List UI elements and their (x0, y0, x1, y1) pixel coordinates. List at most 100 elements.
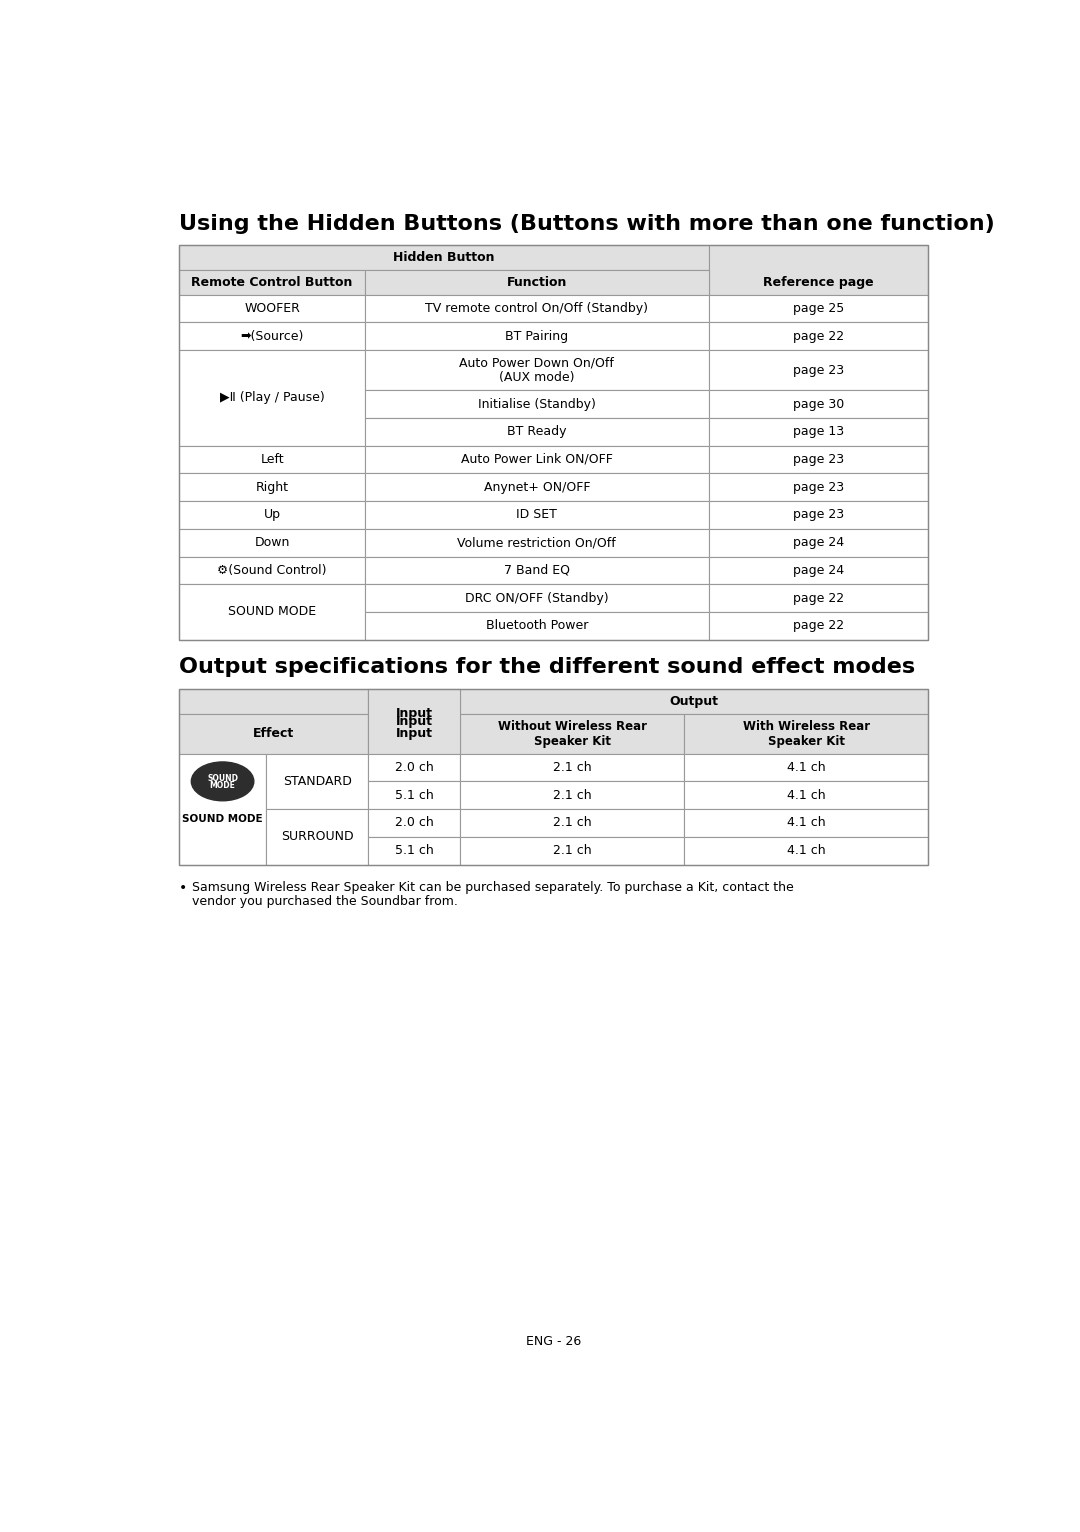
Text: ▶Ⅱ (Play / Pause): ▶Ⅱ (Play / Pause) (220, 391, 325, 404)
Text: ENG - 26: ENG - 26 (526, 1336, 581, 1348)
Text: 7 Band EQ: 7 Band EQ (504, 564, 570, 578)
Bar (179, 529, 365, 556)
Bar (685, 836, 928, 864)
Text: Anynet+ ON/OFF: Anynet+ ON/OFF (484, 481, 590, 493)
Bar (368, 836, 460, 864)
Text: MODE: MODE (210, 781, 235, 791)
Text: Initialise (Standby): Initialise (Standby) (478, 398, 596, 411)
Bar (460, 781, 685, 809)
Text: 4.1 ch: 4.1 ch (787, 817, 825, 829)
Bar (460, 809, 685, 836)
Bar (365, 611, 708, 640)
Text: Hidden Button: Hidden Button (393, 251, 495, 264)
Text: 4.1 ch: 4.1 ch (787, 789, 825, 801)
Text: SURROUND: SURROUND (281, 830, 353, 843)
Bar (708, 584, 928, 611)
Bar (266, 754, 368, 809)
Text: 4.1 ch: 4.1 ch (787, 761, 825, 774)
Bar (708, 245, 928, 294)
Ellipse shape (191, 761, 254, 801)
Bar (179, 556, 365, 584)
Text: Input: Input (395, 708, 432, 720)
Text: vendor you purchased the Soundbar from.: vendor you purchased the Soundbar from. (191, 895, 458, 908)
Bar (685, 809, 928, 836)
Bar (179, 351, 365, 446)
Bar (708, 611, 928, 640)
Bar (365, 294, 708, 322)
Text: 5.1 ch: 5.1 ch (394, 844, 433, 858)
Text: WOOFER: WOOFER (244, 302, 300, 316)
Text: SOUND: SOUND (207, 774, 238, 783)
Bar (368, 689, 460, 714)
Text: STANDARD: STANDARD (283, 775, 352, 787)
Text: Auto Power Down On/Off
(AUX mode): Auto Power Down On/Off (AUX mode) (459, 355, 615, 385)
Text: page 23: page 23 (793, 509, 843, 521)
Text: page 23: page 23 (793, 363, 843, 377)
Text: BT Ready: BT Ready (508, 426, 567, 438)
Text: Using the Hidden Buttons (Buttons with more than one function): Using the Hidden Buttons (Buttons with m… (179, 214, 995, 234)
Text: Remote Control Button: Remote Control Button (191, 276, 353, 290)
Bar (179, 473, 365, 501)
Bar (368, 714, 460, 754)
Bar (179, 294, 365, 322)
Bar (460, 689, 928, 714)
Text: page 22: page 22 (793, 591, 843, 605)
Text: 2.1 ch: 2.1 ch (553, 789, 592, 801)
Bar (266, 809, 368, 864)
Bar (460, 754, 685, 781)
Text: ID SET: ID SET (516, 509, 557, 521)
Text: 2.0 ch: 2.0 ch (394, 761, 433, 774)
Text: Without Wireless Rear
Speaker Kit: Without Wireless Rear Speaker Kit (498, 720, 647, 748)
Bar (368, 689, 460, 754)
Text: page 23: page 23 (793, 481, 843, 493)
Bar (685, 714, 928, 754)
Bar (708, 446, 928, 473)
Bar (460, 836, 685, 864)
Text: Right: Right (256, 481, 288, 493)
Text: Auto Power Link ON/OFF: Auto Power Link ON/OFF (461, 453, 612, 466)
Text: page 25: page 25 (793, 302, 843, 316)
Text: SOUND MODE: SOUND MODE (183, 813, 262, 824)
Bar (368, 809, 460, 836)
Bar (365, 351, 708, 391)
Bar (365, 529, 708, 556)
Bar (365, 270, 708, 294)
Text: Left: Left (260, 453, 284, 466)
Text: With Wireless Rear
Speaker Kit: With Wireless Rear Speaker Kit (743, 720, 869, 748)
Bar (368, 781, 460, 809)
Bar (708, 294, 928, 322)
Text: page 24: page 24 (793, 536, 843, 548)
Text: Output specifications for the different sound effect modes: Output specifications for the different … (179, 657, 916, 677)
Bar (179, 714, 368, 754)
Bar (179, 446, 365, 473)
Bar (365, 501, 708, 529)
Text: TV remote control On/Off (Standby): TV remote control On/Off (Standby) (426, 302, 648, 316)
Bar (179, 584, 365, 640)
Bar (365, 473, 708, 501)
Bar (708, 391, 928, 418)
Bar (365, 418, 708, 446)
Text: Reference page: Reference page (762, 276, 874, 290)
Text: Function: Function (507, 276, 567, 290)
Bar (685, 754, 928, 781)
Bar (179, 322, 365, 351)
Bar (365, 584, 708, 611)
Text: SOUND MODE: SOUND MODE (228, 605, 316, 619)
Text: Samsung Wireless Rear Speaker Kit can be purchased separately. To purchase a Kit: Samsung Wireless Rear Speaker Kit can be… (191, 881, 794, 895)
Text: 5.1 ch: 5.1 ch (394, 789, 433, 801)
Text: Volume restriction On/Off: Volume restriction On/Off (458, 536, 617, 548)
Text: Input: Input (395, 715, 432, 728)
Bar (365, 556, 708, 584)
Bar (708, 351, 928, 391)
Bar (365, 322, 708, 351)
Bar (179, 689, 368, 714)
Text: page 13: page 13 (793, 426, 843, 438)
Text: 4.1 ch: 4.1 ch (787, 844, 825, 858)
Text: page 24: page 24 (793, 564, 843, 578)
Bar (365, 446, 708, 473)
Text: 2.1 ch: 2.1 ch (553, 817, 592, 829)
Bar (685, 781, 928, 809)
Text: Input: Input (395, 728, 432, 740)
Text: page 22: page 22 (793, 329, 843, 343)
Bar (460, 714, 685, 754)
